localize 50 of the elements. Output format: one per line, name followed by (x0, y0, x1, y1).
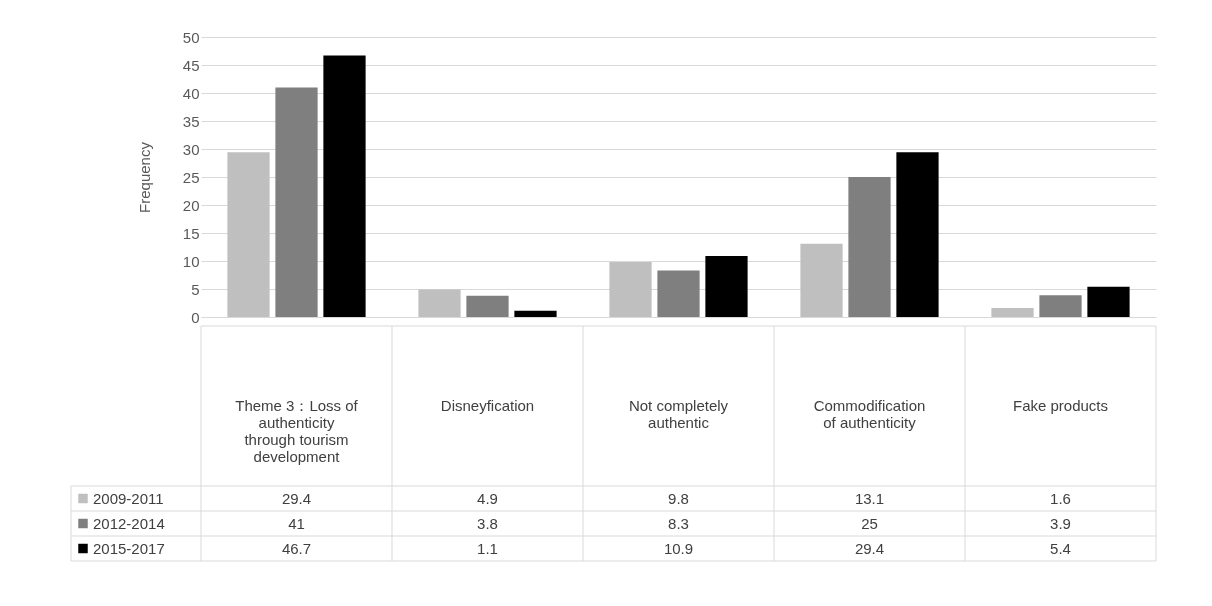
y-tick-label: 20 (182, 196, 200, 214)
bar (800, 243, 843, 317)
bar (275, 87, 318, 317)
data-label: 13.1 (854, 489, 885, 507)
x-tick-label: Commodification of authenticity (813, 397, 926, 431)
data-label: 3.8 (477, 514, 498, 532)
x-tick-label: Disneyfication (440, 397, 535, 414)
x-tick-label: Not completely authentic (628, 397, 729, 431)
data-label: 25 (861, 514, 878, 532)
x-tick-label: Fake products (1012, 397, 1109, 414)
legend-label: 2012-2014 (93, 514, 165, 532)
y-tick-label: 45 (182, 56, 200, 74)
y-tick-label: 0 (191, 308, 200, 326)
bar (705, 255, 748, 317)
x-tick-label: Theme 3：Loss of authenticity through tourism development (235, 397, 359, 465)
y-tick-label: 10 (182, 252, 200, 270)
bar (514, 310, 557, 317)
bar (848, 177, 891, 317)
data-label: 4.9 (477, 489, 498, 507)
bar (1039, 295, 1082, 317)
legend-label: 2015-2017 (93, 539, 165, 557)
data-label: 9.8 (668, 489, 689, 507)
bar (227, 152, 270, 317)
bar (466, 295, 509, 317)
data-label: 10.9 (663, 539, 694, 557)
bar (418, 289, 461, 317)
data-label: 46.7 (281, 539, 312, 557)
data-label: 3.9 (1050, 514, 1071, 532)
data-label: 41 (288, 514, 305, 532)
y-tick-label: 50 (182, 28, 200, 46)
legend-label: 2009-2011 (93, 489, 164, 507)
y-tick-label: 15 (182, 224, 200, 242)
y-tick-label: 25 (182, 168, 200, 186)
data-label: 1.1 (477, 539, 498, 557)
y-tick-label: 5 (191, 280, 200, 298)
bar (657, 270, 700, 317)
bar (1087, 286, 1130, 317)
bar (896, 152, 939, 317)
data-label: 29.4 (854, 539, 885, 557)
data-label: 5.4 (1050, 539, 1071, 557)
bar (609, 262, 652, 317)
data-label: 1.6 (1050, 489, 1071, 507)
bar (323, 55, 366, 317)
bar (991, 308, 1034, 317)
y-tick-label: 35 (182, 112, 200, 130)
data-label: 29.4 (281, 489, 312, 507)
y-tick-label: 40 (182, 84, 200, 102)
y-axis-title: Frequency (135, 141, 153, 213)
y-tick-label: 30 (182, 140, 200, 158)
data-label: 8.3 (668, 514, 689, 532)
